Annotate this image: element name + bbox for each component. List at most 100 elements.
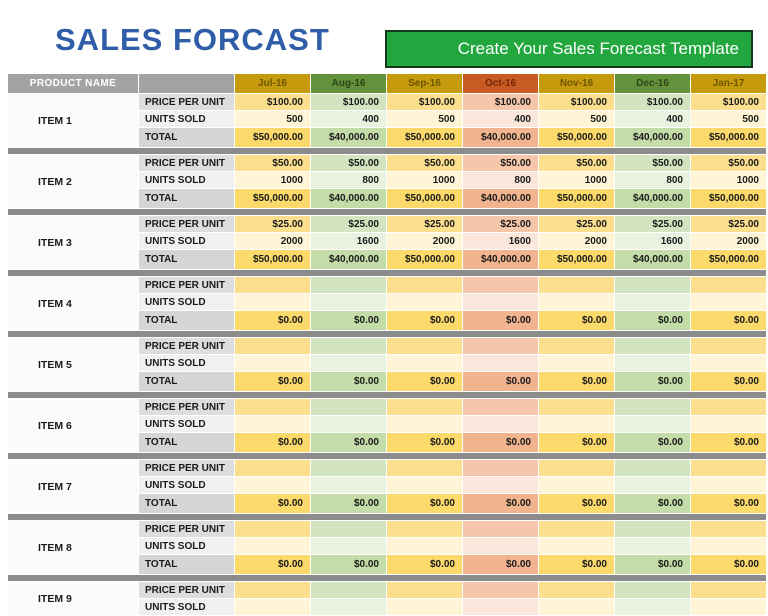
total-cell-oct-16[interactable]: $40,000.00: [463, 250, 538, 269]
price-cell-jan-17[interactable]: [691, 582, 766, 598]
blank-header-cell[interactable]: [139, 74, 234, 93]
month-header-oct-16[interactable]: Oct-16: [463, 74, 538, 93]
units-cell-sep-16[interactable]: [387, 538, 462, 554]
total-cell-dec-16[interactable]: $0.00: [615, 311, 690, 330]
total-cell-oct-16[interactable]: $0.00: [463, 555, 538, 574]
price-cell-nov-16[interactable]: $25.00: [539, 216, 614, 232]
units-cell-oct-16[interactable]: 400: [463, 111, 538, 127]
units-cell-aug-16[interactable]: [311, 294, 386, 310]
total-cell-oct-16[interactable]: $0.00: [463, 494, 538, 513]
units-cell-dec-16[interactable]: 1600: [615, 233, 690, 249]
units-cell-aug-16[interactable]: [311, 477, 386, 493]
price-cell-dec-16[interactable]: [615, 277, 690, 293]
units-cell-nov-16[interactable]: [539, 599, 614, 615]
units-cell-aug-16[interactable]: 800: [311, 172, 386, 188]
price-cell-jan-17[interactable]: [691, 338, 766, 354]
price-cell-dec-16[interactable]: [615, 338, 690, 354]
month-header-jul-16[interactable]: Jul-16: [235, 74, 310, 93]
units-cell-aug-16[interactable]: 400: [311, 111, 386, 127]
row-label-total[interactable]: TOTAL: [139, 250, 234, 269]
row-label-units[interactable]: UNITS SOLD: [139, 599, 234, 615]
units-cell-jul-16[interactable]: 2000: [235, 233, 310, 249]
units-cell-oct-16[interactable]: 1600: [463, 233, 538, 249]
price-cell-nov-16[interactable]: $100.00: [539, 94, 614, 110]
create-template-button[interactable]: Create Your Sales Forecast Template: [385, 30, 753, 68]
price-cell-aug-16[interactable]: [311, 338, 386, 354]
units-cell-jul-16[interactable]: [235, 599, 310, 615]
price-cell-dec-16[interactable]: $50.00: [615, 155, 690, 171]
row-label-units[interactable]: UNITS SOLD: [139, 477, 234, 493]
units-cell-oct-16[interactable]: [463, 355, 538, 371]
units-cell-nov-16[interactable]: [539, 538, 614, 554]
price-cell-aug-16[interactable]: [311, 582, 386, 598]
units-cell-aug-16[interactable]: [311, 599, 386, 615]
units-cell-dec-16[interactable]: [615, 416, 690, 432]
units-cell-oct-16[interactable]: [463, 477, 538, 493]
total-cell-jul-16[interactable]: $50,000.00: [235, 128, 310, 147]
price-cell-jan-17[interactable]: [691, 460, 766, 476]
units-cell-jul-16[interactable]: [235, 294, 310, 310]
row-label-units[interactable]: UNITS SOLD: [139, 172, 234, 188]
price-cell-jul-16[interactable]: [235, 582, 310, 598]
total-cell-jan-17[interactable]: $0.00: [691, 494, 766, 513]
total-cell-nov-16[interactable]: $50,000.00: [539, 128, 614, 147]
total-cell-dec-16[interactable]: $40,000.00: [615, 128, 690, 147]
units-cell-nov-16[interactable]: [539, 477, 614, 493]
price-cell-aug-16[interactable]: $25.00: [311, 216, 386, 232]
total-cell-jan-17[interactable]: $0.00: [691, 372, 766, 391]
row-label-units[interactable]: UNITS SOLD: [139, 233, 234, 249]
units-cell-aug-16[interactable]: [311, 416, 386, 432]
total-cell-aug-16[interactable]: $0.00: [311, 555, 386, 574]
price-cell-oct-16[interactable]: [463, 582, 538, 598]
price-cell-jul-16[interactable]: [235, 460, 310, 476]
total-cell-jul-16[interactable]: $50,000.00: [235, 250, 310, 269]
units-cell-aug-16[interactable]: [311, 355, 386, 371]
price-cell-jul-16[interactable]: [235, 521, 310, 537]
units-cell-aug-16[interactable]: 1600: [311, 233, 386, 249]
price-cell-jan-17[interactable]: [691, 277, 766, 293]
units-cell-sep-16[interactable]: [387, 416, 462, 432]
total-cell-sep-16[interactable]: $0.00: [387, 433, 462, 452]
total-cell-aug-16[interactable]: $0.00: [311, 311, 386, 330]
total-cell-aug-16[interactable]: $40,000.00: [311, 189, 386, 208]
units-cell-nov-16[interactable]: [539, 355, 614, 371]
month-header-dec-16[interactable]: Dec-16: [615, 74, 690, 93]
total-cell-jan-17[interactable]: $50,000.00: [691, 189, 766, 208]
total-cell-dec-16[interactable]: $40,000.00: [615, 250, 690, 269]
price-cell-dec-16[interactable]: [615, 521, 690, 537]
price-cell-jan-17[interactable]: [691, 521, 766, 537]
units-cell-nov-16[interactable]: [539, 416, 614, 432]
total-cell-oct-16[interactable]: $0.00: [463, 311, 538, 330]
units-cell-sep-16[interactable]: [387, 355, 462, 371]
units-cell-dec-16[interactable]: 400: [615, 111, 690, 127]
total-cell-dec-16[interactable]: $0.00: [615, 555, 690, 574]
units-cell-dec-16[interactable]: [615, 294, 690, 310]
total-cell-jan-17[interactable]: $50,000.00: [691, 250, 766, 269]
item-name-cell[interactable]: ITEM 9: [8, 582, 138, 615]
units-cell-sep-16[interactable]: [387, 477, 462, 493]
price-cell-sep-16[interactable]: $50.00: [387, 155, 462, 171]
price-cell-jan-17[interactable]: $100.00: [691, 94, 766, 110]
item-name-cell[interactable]: ITEM 3: [8, 216, 138, 269]
month-header-sep-16[interactable]: Sep-16: [387, 74, 462, 93]
price-cell-aug-16[interactable]: [311, 399, 386, 415]
total-cell-nov-16[interactable]: $50,000.00: [539, 250, 614, 269]
row-label-total[interactable]: TOTAL: [139, 555, 234, 574]
price-cell-oct-16[interactable]: $50.00: [463, 155, 538, 171]
total-cell-sep-16[interactable]: $50,000.00: [387, 128, 462, 147]
units-cell-jan-17[interactable]: [691, 477, 766, 493]
units-cell-aug-16[interactable]: [311, 538, 386, 554]
item-name-cell[interactable]: ITEM 4: [8, 277, 138, 330]
units-cell-jul-16[interactable]: [235, 538, 310, 554]
total-cell-jan-17[interactable]: $0.00: [691, 555, 766, 574]
total-cell-nov-16[interactable]: $0.00: [539, 555, 614, 574]
total-cell-sep-16[interactable]: $50,000.00: [387, 189, 462, 208]
price-cell-aug-16[interactable]: $100.00: [311, 94, 386, 110]
item-name-cell[interactable]: ITEM 1: [8, 94, 138, 147]
total-cell-sep-16[interactable]: $0.00: [387, 372, 462, 391]
price-cell-aug-16[interactable]: [311, 460, 386, 476]
price-cell-jul-16[interactable]: [235, 338, 310, 354]
units-cell-dec-16[interactable]: [615, 477, 690, 493]
total-cell-aug-16[interactable]: $0.00: [311, 433, 386, 452]
total-cell-nov-16[interactable]: $0.00: [539, 494, 614, 513]
